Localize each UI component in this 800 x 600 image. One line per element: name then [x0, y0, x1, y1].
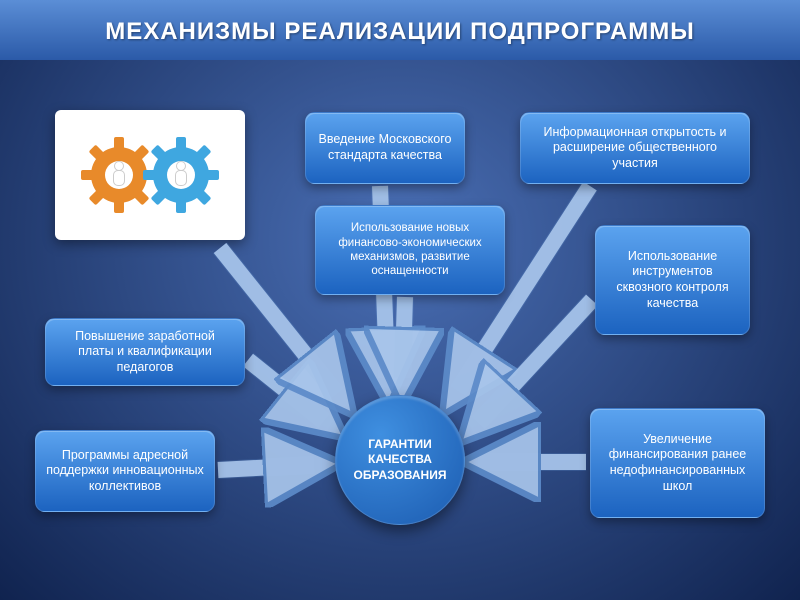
box-openness-label: Информационная открытость и расширение о…	[531, 125, 739, 172]
title-text: МЕХАНИЗМЫ РЕАЛИЗАЦИИ ПОДПРОГРАММЫ	[105, 18, 695, 45]
box-increase: Увеличение финансирования ранее недофина…	[590, 408, 765, 518]
box-openness: Информационная открытость и расширение о…	[520, 112, 750, 184]
box-finance: Использование новых финансово-экономичес…	[315, 205, 505, 295]
gear-orange-icon	[91, 147, 147, 203]
box-control-label: Использование инструментов сквозного кон…	[606, 249, 739, 312]
box-control: Использование инструментов сквозного кон…	[595, 225, 750, 335]
central-node: ГАРАНТИИ КАЧЕСТВА ОБРАЗОВАНИЯ	[335, 395, 465, 525]
title-bar: МЕХАНИЗМЫ РЕАЛИЗАЦИИ ПОДПРОГРАММЫ	[0, 0, 800, 60]
box-moscow: Введение Московского стандарта качества	[305, 112, 465, 184]
box-salary-label: Повышение заработной платы и квалификаци…	[56, 329, 234, 376]
box-finance-label: Использование новых финансово-экономичес…	[326, 221, 494, 279]
box-programs: Программы адресной поддержки инновационн…	[35, 430, 215, 512]
slide: МЕХАНИЗМЫ РЕАЛИЗАЦИИ ПОДПРОГРАММЫ ГАРАНТ…	[0, 0, 800, 600]
gears-image	[55, 110, 245, 240]
box-programs-label: Программы адресной поддержки инновационн…	[46, 448, 204, 495]
box-salary: Повышение заработной платы и квалификаци…	[45, 318, 245, 386]
gear-blue-icon	[153, 147, 209, 203]
central-text: ГАРАНТИИ КАЧЕСТВА ОБРАЗОВАНИЯ	[350, 437, 450, 484]
box-increase-label: Увеличение финансирования ранее недофина…	[601, 432, 754, 495]
box-moscow-label: Введение Московского стандарта качества	[316, 132, 454, 163]
